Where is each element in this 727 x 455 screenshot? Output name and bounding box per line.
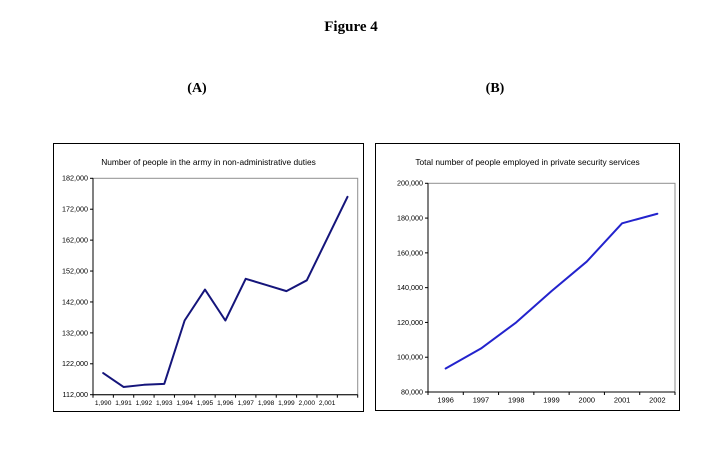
y-axis-tick-label: 142,000 bbox=[62, 297, 88, 306]
y-axis-tick-label: 160,000 bbox=[397, 248, 423, 257]
y-axis-tick-label: 122,000 bbox=[62, 359, 88, 368]
y-axis-tick-label: 140,000 bbox=[397, 283, 423, 292]
y-axis-tick-label: 200,000 bbox=[397, 179, 423, 188]
y-axis-tick-label: 80,000 bbox=[401, 387, 423, 396]
y-axis-tick-label: 180,000 bbox=[397, 213, 423, 222]
chart-panel-b: 80,000 100,000 120,000 140,000 160,000 180,00… bbox=[375, 143, 680, 411]
y-axis-tick-label: 162,000 bbox=[62, 236, 88, 245]
security-line-chart: 80,000 100,000 120,000 140,000 160,000 180,00… bbox=[397, 157, 676, 405]
x-axis-tick-label: 2002 bbox=[649, 396, 665, 405]
x-axis-tick-label: 1,995 bbox=[197, 400, 214, 407]
x-axis-tick-label: 2001 bbox=[614, 396, 630, 405]
y-axis-tick-label: 112,000 bbox=[63, 390, 88, 399]
y-axis-tick-label: 132,000 bbox=[62, 328, 88, 337]
x-axis-tick-label: 1999 bbox=[543, 396, 559, 405]
x-axis-tick-label: 1,991 bbox=[115, 400, 132, 407]
chart-title: Number of people in the army in non-admi… bbox=[101, 157, 316, 167]
x-axis-tick-label: 1,990 bbox=[95, 400, 112, 407]
x-axis-tick-label: 1997 bbox=[473, 396, 489, 405]
x-axis-tick-label: 1,992 bbox=[136, 400, 153, 407]
x-axis-tick-label: 2,001 bbox=[319, 400, 336, 407]
plot-area-border bbox=[92, 177, 359, 396]
data-line bbox=[102, 195, 349, 388]
plot-area-border bbox=[427, 182, 676, 393]
y-axis-tick-label: 120,000 bbox=[397, 318, 423, 327]
chart-title: Total number of people employed in priva… bbox=[415, 157, 639, 167]
x-axis-tick-label: 1996 bbox=[437, 396, 453, 405]
x-axis-tick-label: 2000 bbox=[579, 396, 595, 405]
y-axis-tick-label: 182,000 bbox=[62, 174, 88, 183]
y-axis-tick-label: 152,000 bbox=[62, 266, 88, 275]
panel-label-b: (B) bbox=[485, 81, 505, 96]
x-axis-tick-label: 1,997 bbox=[237, 400, 254, 407]
y-axis-tick-label: 100,000 bbox=[397, 353, 423, 362]
x-axis-tick-label: 1,994 bbox=[176, 400, 193, 407]
data-line bbox=[444, 212, 659, 370]
army-line-chart: 112,000 122,000 132,000 142,000 152,000 162,0… bbox=[62, 157, 359, 407]
y-axis-tick-label: 172,000 bbox=[62, 205, 88, 214]
panel-label-a: (A) bbox=[187, 81, 207, 96]
x-axis-tick-label: 1,998 bbox=[258, 400, 275, 407]
figure-title: Figure 4 bbox=[324, 19, 378, 35]
x-axis-tick-label: 1,993 bbox=[156, 400, 173, 407]
x-axis-tick-label: 1998 bbox=[508, 396, 524, 405]
chart-panel-a: 112,000 122,000 132,000 142,000 152,000 162,0… bbox=[53, 143, 364, 412]
x-axis-tick-label: 2,000 bbox=[299, 400, 316, 407]
x-axis-tick-label: 1,996 bbox=[217, 400, 234, 407]
x-axis-tick-label: 1,999 bbox=[278, 400, 295, 407]
